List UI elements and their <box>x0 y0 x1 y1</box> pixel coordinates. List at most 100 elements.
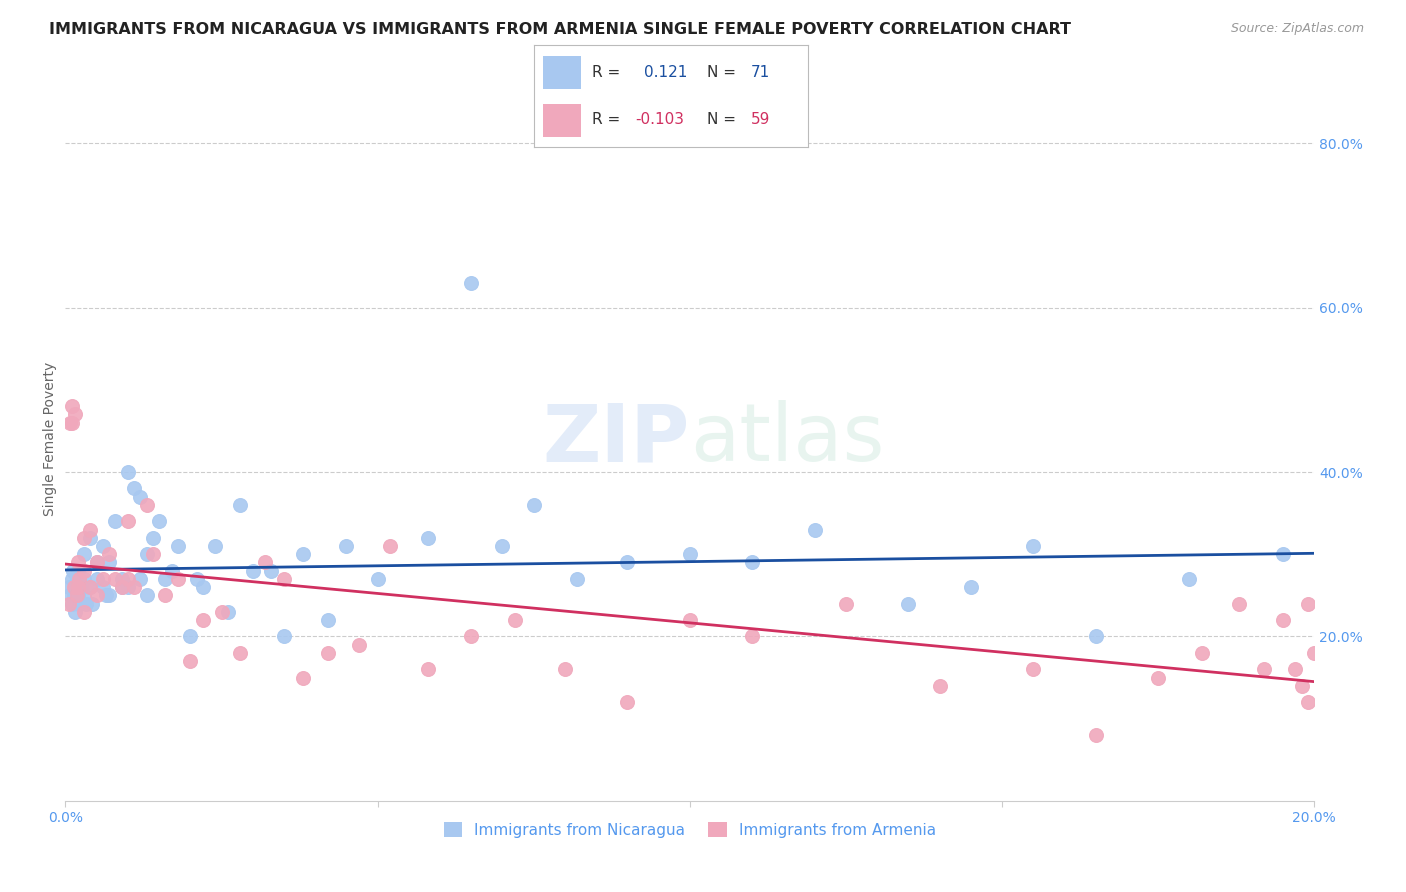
Point <box>63 605 86 619</box>
Point <box>616 556 638 570</box>
Point <box>70 580 93 594</box>
Point <box>66 572 89 586</box>
Point <box>160 564 183 578</box>
Point <box>1303 646 1326 660</box>
Point <box>367 572 389 586</box>
Point <box>66 588 89 602</box>
Point <box>1296 597 1319 611</box>
Point <box>122 580 145 594</box>
Point <box>928 679 950 693</box>
Point <box>179 654 201 668</box>
Point <box>98 556 121 570</box>
Point <box>741 556 763 570</box>
Point <box>316 613 339 627</box>
Point <box>73 564 96 578</box>
Point <box>1084 728 1107 742</box>
Point <box>117 580 139 594</box>
Point <box>135 588 157 602</box>
Point <box>82 597 104 611</box>
Point <box>166 539 188 553</box>
Point <box>155 572 177 586</box>
Point <box>73 531 96 545</box>
Point <box>67 597 90 611</box>
Point <box>129 572 152 586</box>
Point <box>79 523 101 537</box>
Point <box>66 588 89 602</box>
Point <box>803 523 825 537</box>
Point <box>554 662 576 676</box>
Text: R =: R = <box>592 112 620 127</box>
Point <box>104 572 127 586</box>
Point <box>117 514 139 528</box>
Point <box>1284 662 1306 676</box>
Point <box>191 613 214 627</box>
Point <box>79 580 101 594</box>
Point <box>58 597 80 611</box>
Point <box>254 556 277 570</box>
Point <box>291 547 314 561</box>
Point <box>166 572 188 586</box>
Point <box>117 572 139 586</box>
Point <box>86 572 108 586</box>
Bar <box>543 104 581 137</box>
Point <box>316 646 339 660</box>
Point <box>460 630 482 644</box>
Point <box>135 547 157 561</box>
Point <box>73 588 96 602</box>
Point <box>58 580 80 594</box>
Point <box>79 531 101 545</box>
Point <box>335 539 357 553</box>
Point <box>229 498 252 512</box>
Point <box>104 514 127 528</box>
Point <box>291 671 314 685</box>
Point <box>66 556 89 570</box>
Legend: Immigrants from Nicaragua, Immigrants from Armenia: Immigrants from Nicaragua, Immigrants fr… <box>437 815 942 844</box>
Point <box>616 695 638 709</box>
Point <box>60 399 83 413</box>
Text: 71: 71 <box>751 65 770 79</box>
Point <box>59 416 82 430</box>
Point <box>679 547 702 561</box>
Point <box>217 605 239 619</box>
Point <box>73 547 96 561</box>
Point <box>416 662 439 676</box>
Point <box>91 580 114 594</box>
Point <box>260 564 283 578</box>
Text: N =: N = <box>707 65 735 79</box>
Point <box>741 630 763 644</box>
Point <box>62 564 84 578</box>
Point <box>75 597 97 611</box>
Point <box>86 588 108 602</box>
Point <box>1271 547 1294 561</box>
Point <box>63 408 86 422</box>
Point <box>60 572 83 586</box>
Point <box>1227 597 1250 611</box>
Text: atlas: atlas <box>690 401 884 478</box>
Point <box>98 588 121 602</box>
Bar <box>543 56 581 88</box>
Point <box>378 539 401 553</box>
Point <box>129 490 152 504</box>
Point <box>66 580 89 594</box>
Point <box>122 482 145 496</box>
Point <box>111 572 134 586</box>
Point <box>1253 662 1275 676</box>
Y-axis label: Single Female Poverty: Single Female Poverty <box>44 362 58 516</box>
Point <box>66 564 89 578</box>
Text: 59: 59 <box>751 112 770 127</box>
Point <box>959 580 981 594</box>
Point <box>460 276 482 290</box>
Point <box>60 597 83 611</box>
Point <box>135 498 157 512</box>
Point <box>67 572 90 586</box>
Text: Source: ZipAtlas.com: Source: ZipAtlas.com <box>1230 22 1364 36</box>
Point <box>897 597 920 611</box>
Point <box>567 572 589 586</box>
Point <box>62 580 84 594</box>
Point <box>347 638 370 652</box>
Point <box>60 416 83 430</box>
Point <box>98 547 121 561</box>
Point <box>73 572 96 586</box>
Point <box>186 572 208 586</box>
Point <box>523 498 546 512</box>
